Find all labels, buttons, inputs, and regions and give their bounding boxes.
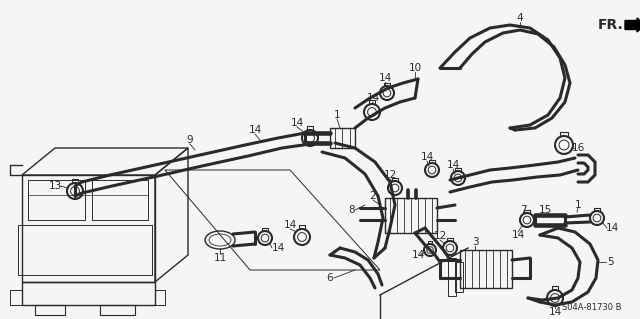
Bar bbox=[455, 262, 463, 292]
Text: 14: 14 bbox=[284, 220, 296, 230]
Text: 14: 14 bbox=[446, 160, 460, 170]
Text: 14: 14 bbox=[378, 73, 392, 83]
Text: 12: 12 bbox=[433, 231, 447, 241]
Text: 13: 13 bbox=[49, 181, 61, 191]
Text: S04A-81730 B: S04A-81730 B bbox=[562, 303, 621, 313]
Text: 16: 16 bbox=[572, 143, 584, 153]
Text: 7: 7 bbox=[520, 205, 526, 215]
Text: 14: 14 bbox=[511, 230, 525, 240]
Bar bbox=[460, 250, 512, 288]
Text: 12: 12 bbox=[383, 170, 397, 180]
Bar bbox=[385, 198, 437, 233]
Text: 14: 14 bbox=[271, 243, 285, 253]
Text: 4: 4 bbox=[516, 13, 524, 23]
Text: 2: 2 bbox=[370, 191, 376, 201]
Text: 6: 6 bbox=[326, 273, 333, 283]
Text: 14: 14 bbox=[548, 307, 562, 317]
Text: 14: 14 bbox=[291, 118, 303, 128]
FancyArrow shape bbox=[625, 18, 640, 32]
Text: 10: 10 bbox=[408, 63, 422, 73]
Text: 8: 8 bbox=[349, 205, 355, 215]
Text: 9: 9 bbox=[187, 135, 193, 145]
Text: 1: 1 bbox=[333, 110, 340, 120]
Text: 14: 14 bbox=[412, 250, 424, 260]
Text: 14: 14 bbox=[366, 93, 380, 103]
Text: 14: 14 bbox=[420, 152, 434, 162]
Text: FR.: FR. bbox=[598, 18, 624, 32]
Text: 15: 15 bbox=[538, 205, 552, 215]
Bar bbox=[330, 128, 355, 148]
Text: 11: 11 bbox=[213, 253, 227, 263]
Text: 1: 1 bbox=[575, 200, 581, 210]
Text: 14: 14 bbox=[605, 223, 619, 233]
Text: 3: 3 bbox=[472, 237, 478, 247]
Text: 14: 14 bbox=[248, 125, 262, 135]
Text: 5: 5 bbox=[607, 257, 613, 267]
Bar bbox=[448, 258, 456, 296]
